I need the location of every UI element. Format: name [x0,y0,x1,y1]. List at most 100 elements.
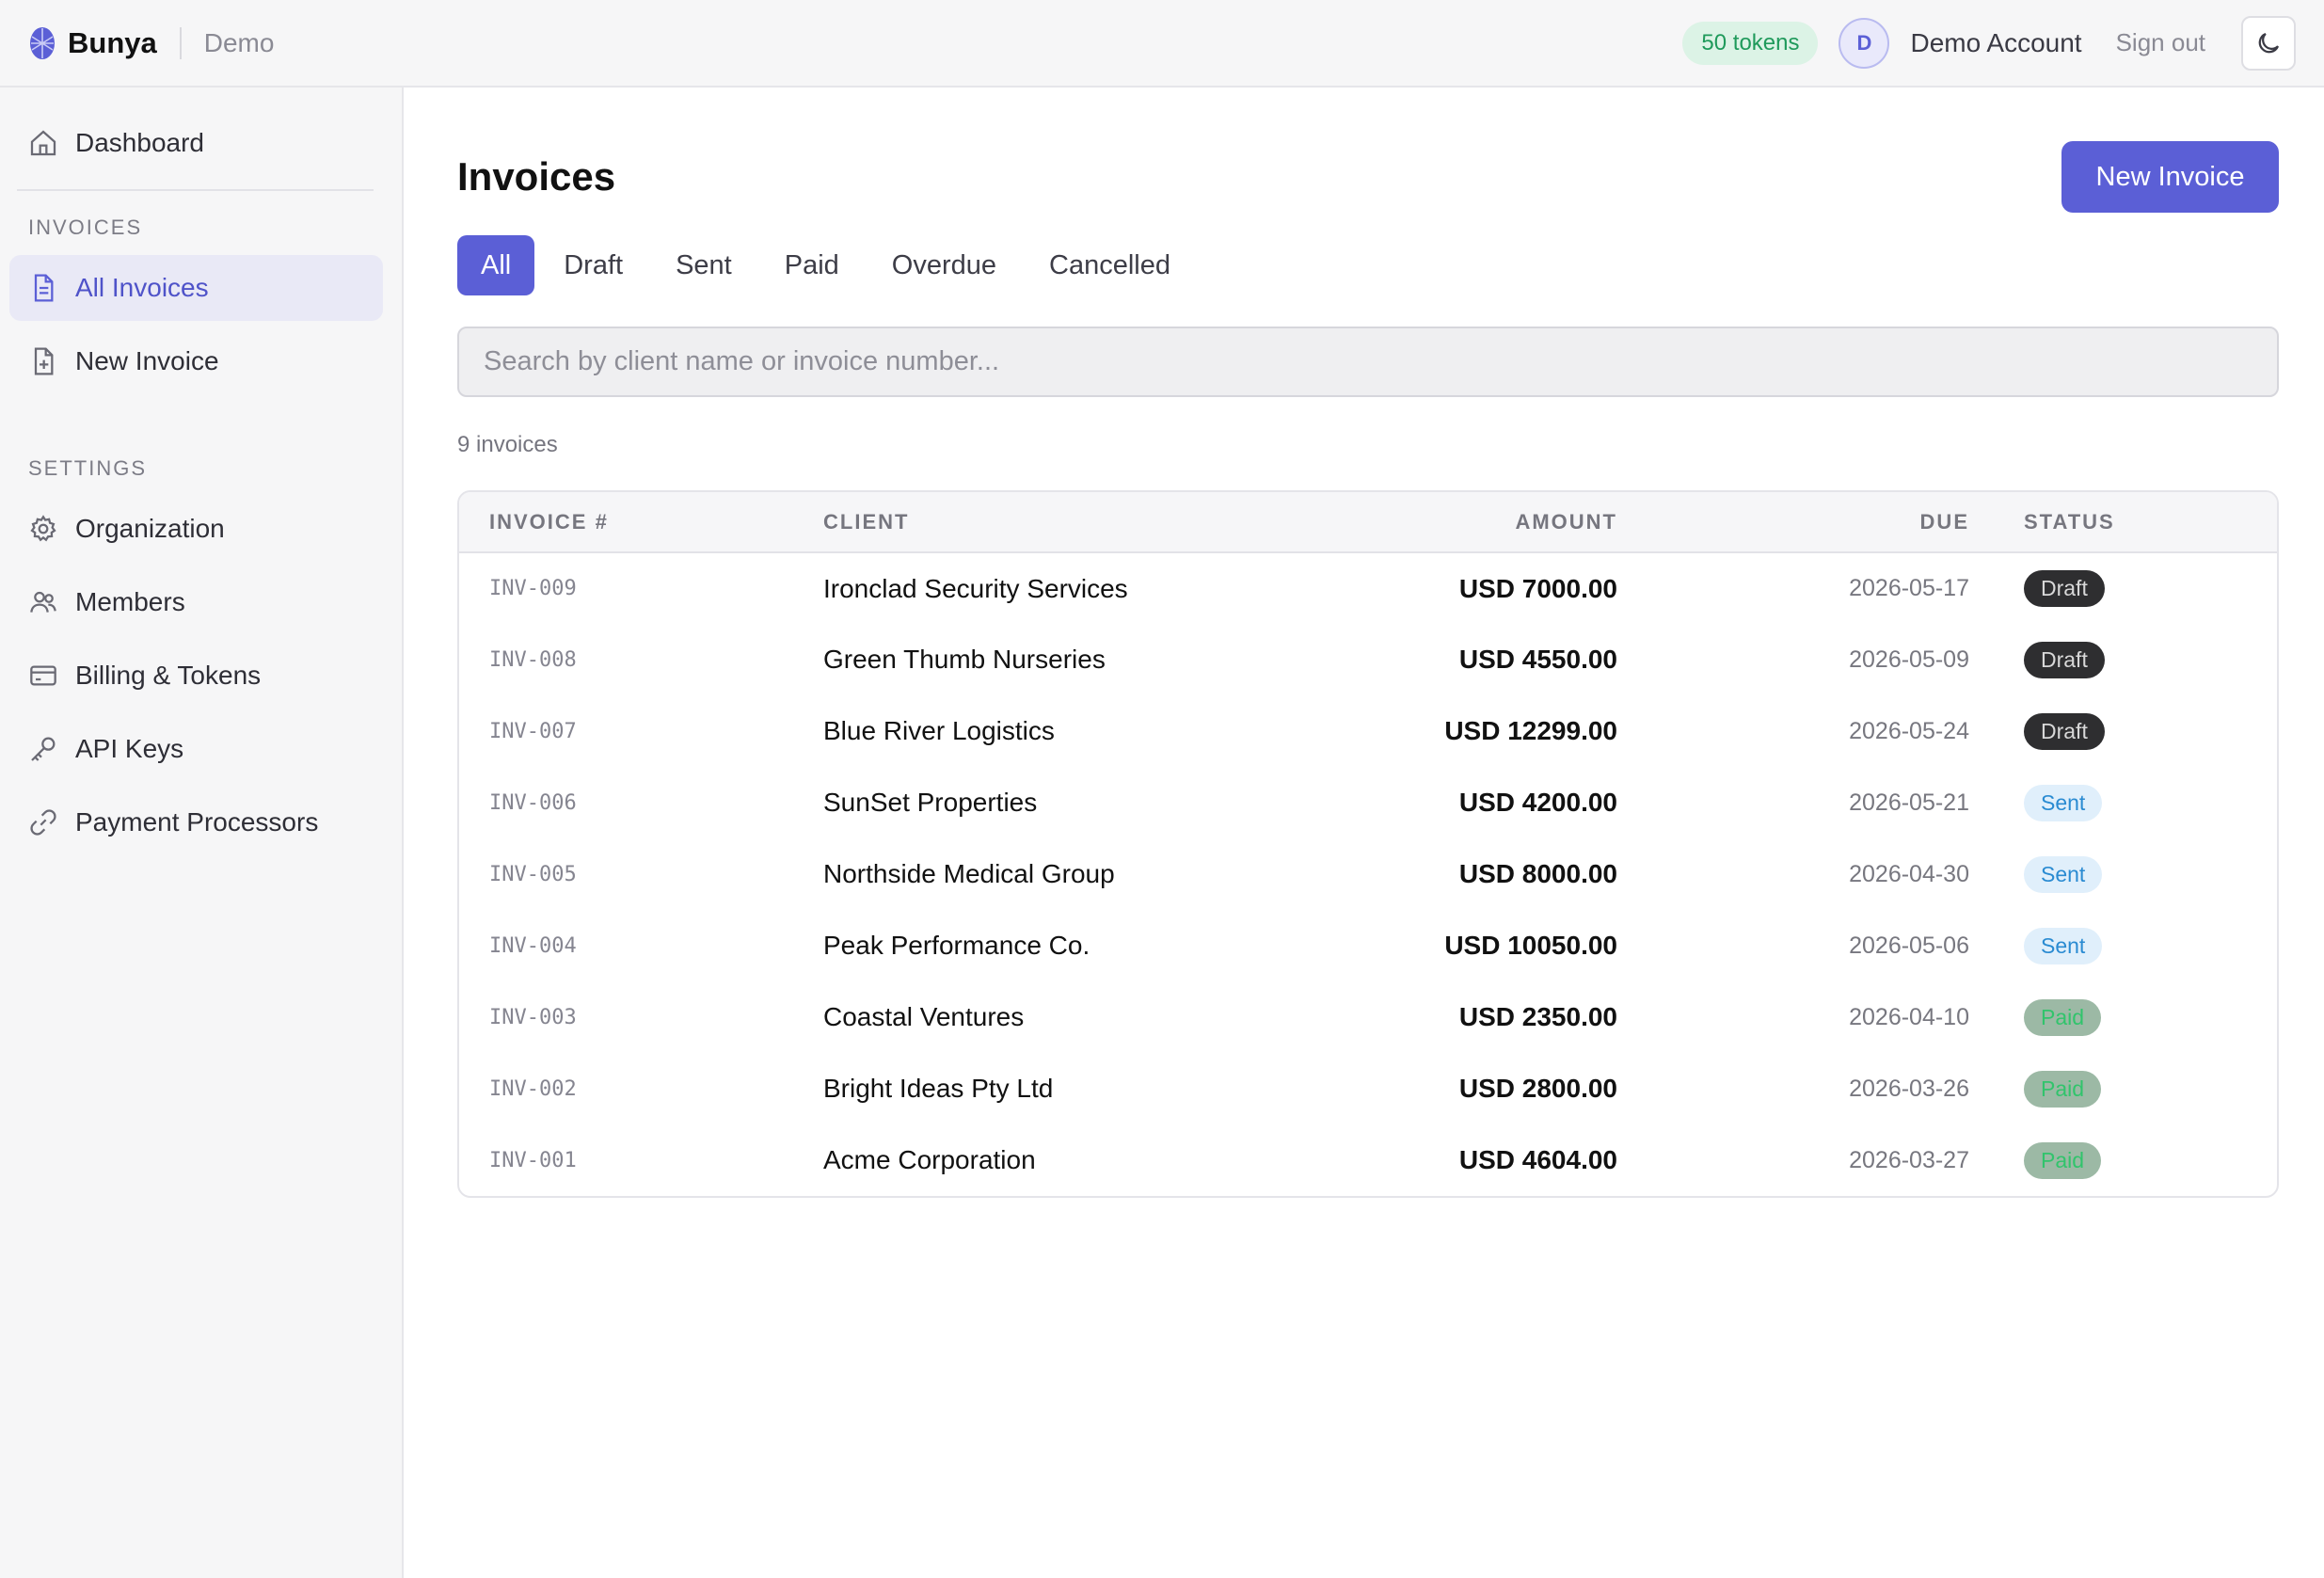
client-name: Acme Corporation [823,1145,1036,1174]
table-row[interactable]: INV-004 Peak Performance Co. USD 10050.00 2… [459,910,2277,981]
invoice-number[interactable]: INV-007 [489,719,577,743]
client-name: Coastal Ventures [823,1002,1025,1031]
due-date: 2026-05-21 [1849,789,1969,816]
status-cell: Sent [1969,838,2277,910]
invoice-amount: USD 8000.00 [1458,859,1617,888]
due-date: 2026-03-26 [1849,1075,1969,1102]
due-date: 2026-05-09 [1849,646,1969,673]
sidebar-item-new-invoice[interactable]: New Invoice [9,328,383,394]
column-header-client[interactable]: CLIENT [823,509,910,534]
due-date: 2026-04-30 [1849,860,1969,887]
moon-icon [2258,32,2280,53]
brand-divider [179,26,182,59]
sidebar-item-label: Billing & Tokens [75,661,262,690]
sidebar-item-label: Members [75,587,185,616]
users-icon [30,591,56,613]
invoice-number[interactable]: INV-008 [489,647,577,672]
tab-draft[interactable]: Draft [564,249,624,280]
invoice-number[interactable]: INV-006 [489,790,577,815]
due-date: 2026-03-27 [1849,1146,1969,1173]
brand[interactable]: Bunya Demo [28,25,274,61]
table-row[interactable]: INV-003 Coastal Ventures USD 2350.00 2026-0… [459,981,2277,1053]
status-cell: Sent [1969,767,2277,838]
status-badge: Sent [2024,784,2103,821]
client-name: Blue River Logistics [823,716,1055,745]
table-header-row: INVOICE # CLIENT AMOUNT DUE STATUS [459,492,2277,552]
invoice-amount: USD 10050.00 [1444,931,1617,960]
invoice-number[interactable]: INV-001 [489,1148,577,1172]
invoices-table: INVOICE # CLIENT AMOUNT DUE STATUS INV-0… [457,490,2279,1198]
sidebar-item-organization[interactable]: Organization [9,496,383,562]
tab-overdue[interactable]: Overdue [891,249,997,280]
invoice-amount: USD 7000.00 [1458,573,1617,603]
table-row[interactable]: INV-009 Ironclad Security Services USD 700… [459,552,2277,624]
invoice-number[interactable]: INV-005 [489,862,577,886]
sidebar-item-label: Payment Processors [75,807,319,837]
status-badge: Draft [2024,570,2105,607]
sidebar-item-label: All Invoices [75,273,209,302]
gear-icon [30,515,56,542]
tab-all[interactable]: All [457,235,535,295]
search-input[interactable] [457,327,2279,397]
invoice-amount: USD 2800.00 [1458,1074,1617,1103]
sidebar-item-label: API Keys [75,734,184,763]
status-cell: Draft [1969,695,2277,767]
invoice-number[interactable]: INV-009 [489,577,577,600]
home-icon [30,130,56,156]
page-title: Invoices [457,154,616,199]
credit-card-icon [30,665,56,686]
table-row[interactable]: INV-001 Acme Corporation USD 4604.00 2026-0… [459,1124,2277,1196]
invoice-number[interactable]: INV-002 [489,1076,577,1101]
invoice-amount: USD 4550.00 [1458,645,1617,674]
tokens-badge: 50 tokens [1682,21,1819,65]
table-row[interactable]: INV-008 Green Thumb Nurseries USD 4550.00 2… [459,624,2277,695]
invoice-number[interactable]: INV-003 [489,1005,577,1029]
tab-sent[interactable]: Sent [676,249,732,280]
column-header-amount[interactable]: AMOUNT [1515,509,1617,534]
account-name: Demo Account [1910,27,2082,57]
sidebar-item-billing-tokens[interactable]: Billing & Tokens [9,643,383,709]
sidebar-item-members[interactable]: Members [9,569,383,635]
status-cell: Paid [1969,1124,2277,1196]
theme-toggle-button[interactable] [2241,15,2296,71]
bunya-logo-icon [30,26,55,59]
tab-cancelled[interactable]: Cancelled [1049,249,1171,280]
invoice-amount: USD 2350.00 [1458,1002,1617,1031]
top-bar: Bunya Demo 50 tokens D Demo Account Sign… [0,0,2324,88]
tab-paid[interactable]: Paid [784,249,839,280]
new-invoice-button[interactable]: New Invoice [2061,141,2279,213]
status-badge: Paid [2024,1070,2102,1108]
document-plus-icon [34,347,54,375]
client-name: SunSet Properties [823,788,1038,817]
status-cell: Paid [1969,1053,2277,1124]
link-icon [30,809,56,836]
column-header-status[interactable]: STATUS [2024,509,2115,534]
table-row[interactable]: INV-002 Bright Ideas Pty Ltd USD 2800.00 20… [459,1053,2277,1124]
sign-out-link[interactable]: Sign out [2115,28,2205,56]
table-row[interactable]: INV-005 Northside Medical Group USD 8000.0… [459,838,2277,910]
status-cell: Draft [1969,552,2277,624]
client-name: Ironclad Security Services [823,573,1128,603]
status-cell: Draft [1969,624,2277,695]
sidebar-divider [17,189,374,191]
invoice-amount: USD 4604.00 [1458,1145,1617,1174]
status-badge: Sent [2024,855,2103,893]
invoice-number[interactable]: INV-004 [489,933,577,958]
status-cell: Sent [1969,910,2277,981]
table-row[interactable]: INV-006 SunSet Properties USD 4200.00 2026-… [459,767,2277,838]
sidebar-section-invoices: INVOICES [28,215,143,239]
table-row[interactable]: INV-007 Blue River Logistics USD 12299.00 2… [459,695,2277,767]
avatar[interactable]: D [1839,17,1890,69]
column-header-due[interactable]: DUE [1919,509,1969,534]
sidebar-item-dashboard[interactable]: Dashboard [9,110,383,176]
invoice-amount: USD 12299.00 [1444,716,1617,745]
column-header-invoice-number[interactable]: INVOICE # [489,509,609,534]
due-date: 2026-05-06 [1849,932,1969,959]
document-icon [34,274,54,302]
sidebar-item-api-keys[interactable]: API Keys [9,716,383,782]
status-badge: Draft [2024,641,2105,678]
due-date: 2026-04-10 [1849,1003,1969,1030]
sidebar-item-label: Organization [75,514,225,543]
sidebar-item-all-invoices[interactable]: All Invoices [9,255,383,321]
sidebar-item-payment-processors[interactable]: Payment Processors [9,789,383,855]
